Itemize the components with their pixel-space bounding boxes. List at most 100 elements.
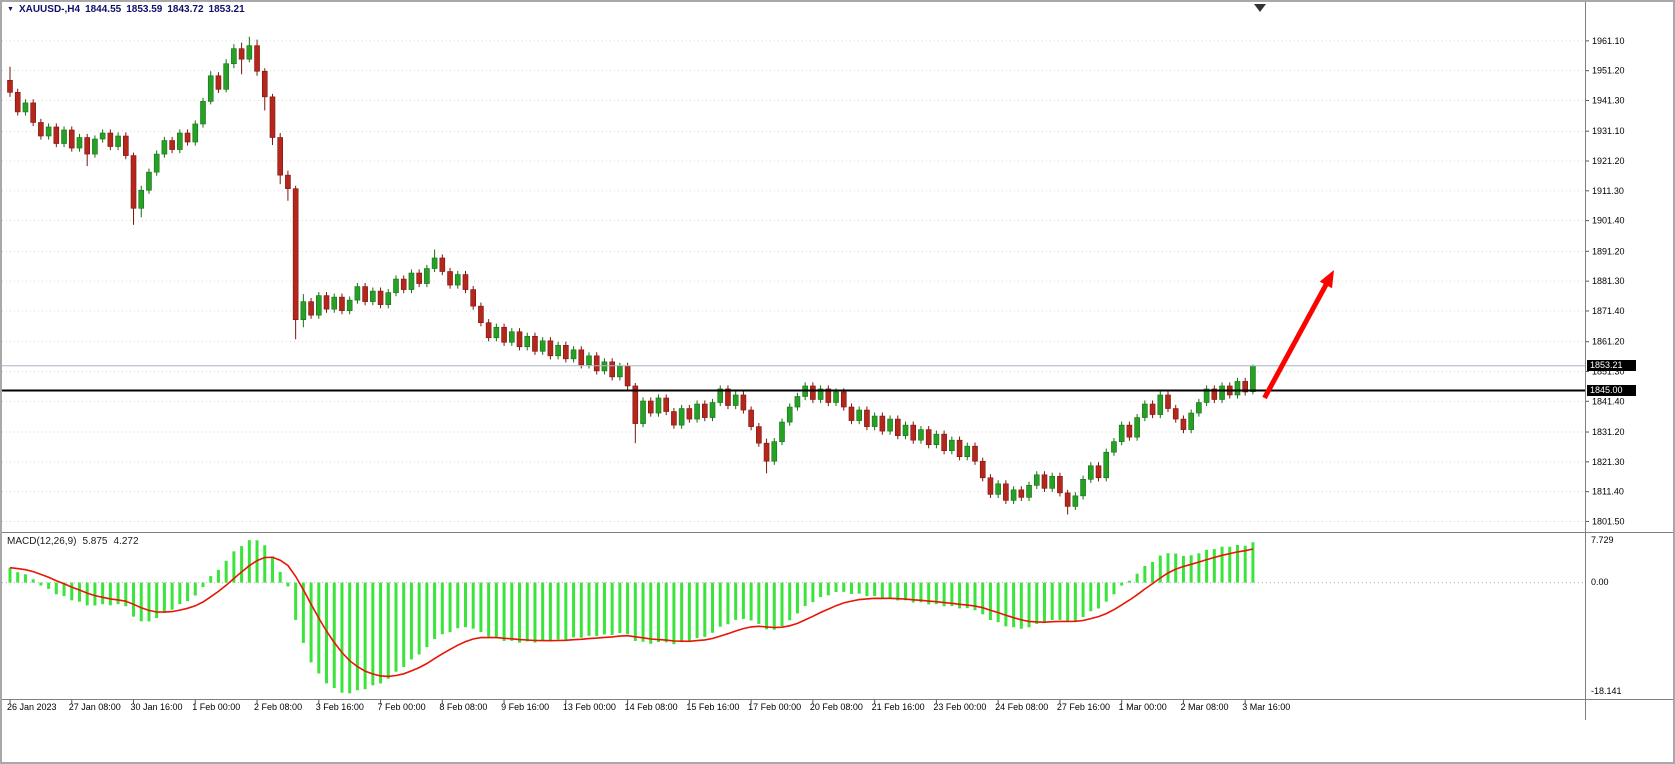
macd-histogram-bar [1066, 582, 1070, 622]
time-axis-label: 2 Feb 08:00 [254, 702, 302, 712]
macd-histogram-bar [788, 582, 792, 621]
trend-arrow-shaft[interactable] [1262, 281, 1330, 400]
candle-body [1234, 381, 1241, 396]
macd-histogram-bar [348, 582, 352, 694]
price-axis-label: 1811.40 [1592, 487, 1624, 497]
candle-body [431, 257, 438, 269]
candle-body [470, 289, 477, 307]
macd-histogram-bar [70, 582, 74, 601]
candle-body [1010, 489, 1017, 501]
candle-body [748, 409, 754, 427]
macd-histogram-bar [456, 582, 460, 629]
candle-body [1211, 388, 1218, 400]
candle-body [709, 402, 716, 418]
macd-histogram-bar [680, 582, 684, 643]
candle-body [887, 418, 893, 432]
macd-histogram-bar [1220, 546, 1224, 583]
candle-body [686, 408, 693, 420]
candle-body [987, 477, 994, 495]
macd-histogram-bar [1174, 553, 1178, 583]
candle-body [22, 102, 29, 113]
candle-body [694, 403, 700, 420]
macd-histogram-bar [108, 582, 112, 606]
macd-histogram-bar [85, 582, 89, 606]
candle-body [1188, 412, 1194, 430]
macd-histogram-bar [54, 582, 58, 595]
macd-histogram-bar [232, 551, 236, 583]
macd-histogram-bar [927, 582, 931, 605]
macd-histogram-bar [193, 582, 197, 596]
candle-body [601, 361, 608, 372]
chart-dropdown-icon[interactable]: ▼ [7, 6, 14, 13]
candle-body [864, 409, 870, 427]
candle-body [38, 122, 44, 137]
macd-histogram-bar [649, 582, 653, 644]
candle-body [68, 129, 75, 149]
macd-histogram-bar [533, 582, 537, 643]
candle-body [586, 355, 592, 366]
candle-body [532, 335, 538, 352]
macd-histogram-bar [379, 582, 383, 684]
candle-body [408, 272, 415, 290]
candle-body [269, 96, 276, 138]
macd-histogram-bar [1135, 573, 1139, 583]
time-axis-label: 30 Jan 16:00 [131, 702, 183, 712]
candle-body [910, 424, 917, 441]
macd-histogram-bar [1143, 565, 1147, 583]
macd-histogram-bar [672, 582, 676, 645]
macd-histogram-bar [355, 582, 359, 691]
candle-body [524, 335, 531, 348]
trend-arrow-head[interactable] [1319, 270, 1334, 289]
candle-body [647, 400, 654, 414]
macd-histogram-bar [1058, 582, 1062, 620]
time-axis-label: 3 Mar 16:00 [1242, 702, 1290, 712]
macd-histogram-bar [263, 545, 267, 583]
candle-body [794, 396, 801, 408]
candle-body [786, 406, 793, 423]
candle-body [424, 268, 430, 284]
macd-histogram-bar [703, 582, 707, 637]
candle-body [1118, 424, 1125, 442]
candle-body [848, 406, 855, 421]
candle-body [563, 344, 569, 360]
candle-body [779, 421, 785, 442]
macd-histogram-bar [1073, 582, 1077, 621]
macd-histogram-bar [896, 582, 900, 601]
quote-line: ▼ XAUUSD-,H4 1844.55 1853.59 1843.72 185… [7, 4, 245, 15]
macd-histogram-bar [332, 582, 336, 688]
time-axis-label: 9 Feb 16:00 [501, 702, 549, 712]
macd-histogram-bar [409, 582, 413, 660]
candle-body [825, 388, 832, 403]
price-axis-label: 1901.40 [1592, 216, 1625, 226]
macd-histogram-bar [525, 582, 529, 642]
candle-body [7, 79, 13, 93]
macd-histogram-bar [1012, 582, 1016, 628]
candle-body [130, 155, 137, 209]
candle-body [84, 137, 90, 155]
candle-body [508, 331, 515, 343]
candle-body [949, 439, 955, 451]
price-grid-layer: 1961.10 1951.20 1941.30 1931.10 1921.20 1911.… [2, 36, 1625, 526]
candle-body [346, 299, 353, 311]
candle-body [840, 391, 847, 408]
candle-body [177, 132, 183, 150]
quote-close: 1853.21 [208, 4, 245, 15]
price-axis-label: 1831.20 [1592, 427, 1625, 437]
candle-body [501, 326, 507, 343]
candle-body [45, 126, 52, 137]
time-axis-label: 14 Feb 08:00 [625, 702, 678, 712]
quote-high: 1853.59 [126, 4, 163, 15]
time-axis-label: 1 Mar 00:00 [1119, 702, 1167, 712]
price-axis-label: 1961.10 [1592, 36, 1625, 46]
macd-histogram-bar [610, 582, 614, 635]
macd-histogram-bar [587, 582, 591, 636]
price-axis-label: 1931.10 [1592, 126, 1625, 136]
macd-histogram-bar [1235, 544, 1239, 583]
macd-histogram-bar [803, 582, 807, 606]
macd-histogram-bar [718, 582, 722, 627]
time-axis-label: 20 Feb 08:00 [810, 702, 863, 712]
candle-body [570, 349, 577, 360]
macd-histogram-bar [734, 582, 738, 621]
macd-histogram-bar [958, 582, 962, 609]
